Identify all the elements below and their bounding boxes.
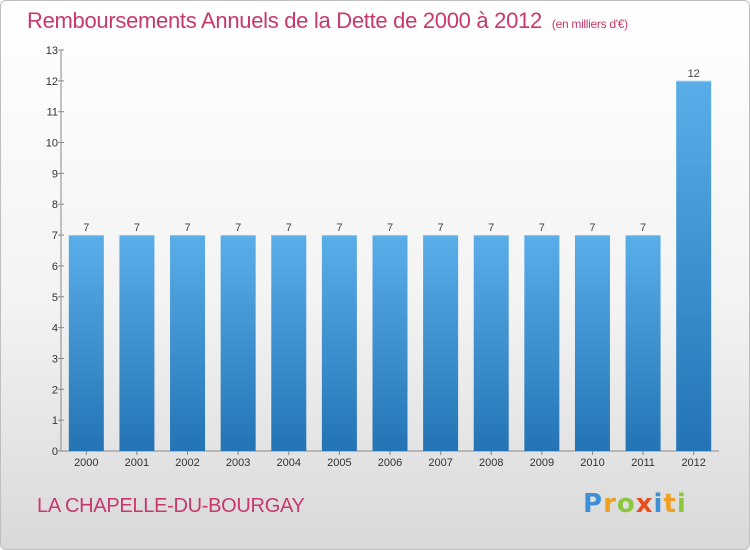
y-tick-label: 12 xyxy=(46,76,58,88)
x-tick-label: 2000 xyxy=(74,457,98,469)
y-tick-label: 6 xyxy=(52,261,58,273)
x-tick-label: 2006 xyxy=(378,457,402,469)
bar-2006 xyxy=(372,235,408,451)
x-tick-label: 2004 xyxy=(277,457,301,469)
x-tick-label: 2002 xyxy=(175,457,199,469)
y-tick-label: 9 xyxy=(52,168,58,180)
data-label-2009: 7 xyxy=(539,222,545,234)
x-tick-label: 2011 xyxy=(631,457,655,469)
data-label-2003: 7 xyxy=(235,222,241,234)
y-tick-label: 11 xyxy=(47,107,58,119)
bar-2010 xyxy=(574,235,610,451)
bar-2011 xyxy=(625,235,661,451)
x-tick-label: 2012 xyxy=(681,457,705,469)
x-tick-label: 2007 xyxy=(428,457,452,469)
y-tick-label: 10 xyxy=(46,138,58,150)
data-label-2008: 7 xyxy=(488,222,494,234)
y-tick-label: 13 xyxy=(46,45,58,57)
bar-2009 xyxy=(524,235,560,451)
x-tick-label: 2003 xyxy=(226,457,250,469)
x-tick-label: 2005 xyxy=(327,457,351,469)
chart-labels: 2000 7 2001 7 2002 7 2003 7 2004 7 2005 7 2006 7 2007 7… xyxy=(74,68,706,469)
title-text: Remboursements Annuels de la Dette de 20… xyxy=(27,8,542,33)
data-label-2002: 7 xyxy=(184,222,190,234)
bar-2007 xyxy=(423,235,459,451)
proxiti-logo[interactable]: Proxiti xyxy=(583,489,687,519)
chart-title: Remboursements Annuels de la Dette de 20… xyxy=(27,8,628,34)
bar-2000 xyxy=(68,235,104,451)
y-tick-label: 0 xyxy=(52,446,58,458)
data-label-2007: 7 xyxy=(438,222,444,234)
x-tick-label: 2008 xyxy=(479,457,503,469)
data-label-2006: 7 xyxy=(387,222,393,234)
title-unit: (en milliers d'€) xyxy=(551,17,628,31)
bar-2005 xyxy=(321,235,357,451)
x-tick-label: 2009 xyxy=(530,457,554,469)
y-tick-label: 5 xyxy=(52,292,58,304)
data-label-2000: 7 xyxy=(83,222,89,234)
bar-2004 xyxy=(271,235,307,451)
bar-2012 xyxy=(676,80,712,451)
x-tick-label: 2001 xyxy=(125,457,149,469)
bar-2002 xyxy=(170,235,206,451)
data-label-2010: 7 xyxy=(589,222,595,234)
data-label-2004: 7 xyxy=(286,222,292,234)
bar-2003 xyxy=(220,235,256,451)
data-label-2001: 7 xyxy=(134,222,140,234)
bar-2008 xyxy=(473,235,509,451)
y-tick-label: 2 xyxy=(52,384,58,396)
place-name: LA CHAPELLE-DU-BOURGAY xyxy=(37,495,305,517)
x-tick-label: 2010 xyxy=(580,457,604,469)
data-label-2011: 7 xyxy=(640,222,646,234)
chart-bars xyxy=(68,80,712,451)
y-tick-label: 4 xyxy=(52,323,58,335)
data-label-2005: 7 xyxy=(336,222,342,234)
y-tick-label: 3 xyxy=(52,353,58,365)
y-tick-label: 7 xyxy=(52,230,58,242)
data-label-2012: 12 xyxy=(688,68,700,80)
y-tick-label: 1 xyxy=(52,415,58,427)
y-tick-label: 8 xyxy=(52,199,58,211)
bar-2001 xyxy=(119,235,155,451)
